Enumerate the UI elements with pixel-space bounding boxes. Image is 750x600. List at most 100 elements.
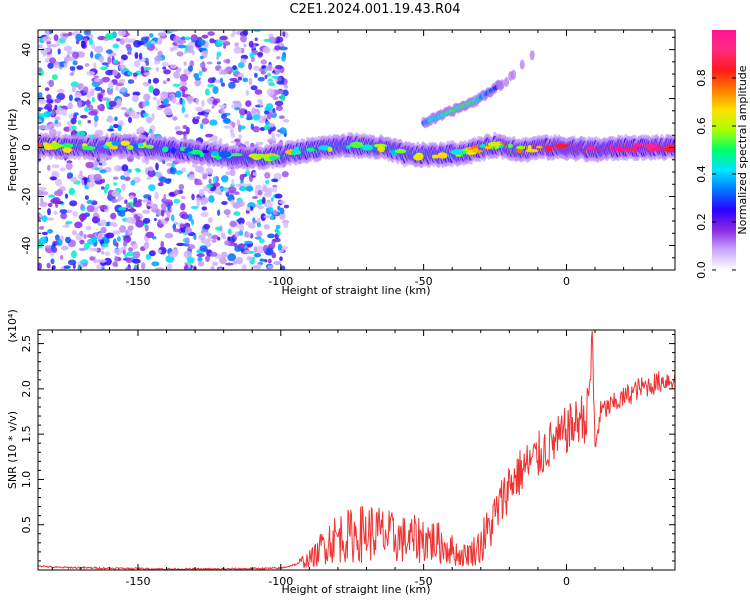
noise-speck: [147, 205, 151, 210]
noise-speck: [44, 57, 51, 63]
noise-speck: [154, 56, 163, 62]
noise-speck: [179, 223, 186, 229]
noise-speck: [256, 222, 261, 228]
noise-speck: [223, 43, 227, 49]
noise-speck: [49, 44, 58, 48]
noise-speck: [152, 88, 160, 96]
noise-speck: [169, 64, 177, 69]
noise-speck: [187, 260, 195, 264]
noise-speck: [40, 197, 44, 203]
noise-speck: [76, 83, 83, 89]
noise-speck: [51, 164, 60, 169]
noise-speck: [212, 261, 219, 266]
noise-speck: [132, 114, 140, 119]
y-tick-label: 0: [20, 144, 33, 151]
noise-speck: [240, 248, 245, 253]
noise-speck: [149, 33, 154, 38]
noise-speck: [219, 77, 223, 84]
noise-speck: [264, 259, 268, 263]
noise-speck: [71, 229, 77, 236]
noise-speck: [277, 205, 281, 211]
noise-speck: [163, 193, 167, 202]
signal-blob: [201, 149, 209, 154]
noise-speck: [76, 65, 84, 70]
noise-speck: [38, 262, 42, 270]
noise-speck: [128, 79, 132, 84]
noise-speck: [217, 236, 221, 241]
noise-speck: [277, 76, 282, 82]
noise-speck: [111, 198, 118, 203]
x-tick-label: 0: [563, 275, 570, 288]
noise-speck: [97, 105, 101, 111]
noise-speck: [212, 99, 218, 106]
signal-blob: [450, 149, 465, 155]
noise-speck: [38, 107, 43, 111]
noise-speck: [243, 231, 252, 238]
noise-speck: [93, 62, 97, 70]
noise-speck: [209, 38, 215, 44]
noise-speck: [93, 173, 102, 181]
noise-speck: [155, 162, 159, 171]
signal-blob: [63, 146, 72, 153]
noise-speck: [154, 191, 159, 200]
noise-speck: [142, 112, 149, 118]
signal-blob: [389, 150, 397, 154]
noise-speck: [178, 184, 185, 190]
noise-speck: [255, 245, 265, 254]
noise-speck: [121, 164, 129, 172]
noise-speck: [190, 206, 199, 209]
x-tick-label: -100: [268, 275, 293, 288]
noise-speck: [85, 225, 92, 231]
noise-speck: [250, 56, 255, 62]
noise-speck: [248, 40, 254, 48]
noise-speck: [80, 114, 88, 119]
noise-speck: [63, 45, 73, 52]
noise-speck: [284, 84, 288, 89]
noise-speck: [56, 94, 62, 100]
signal-blob: [663, 145, 675, 153]
noise-speck: [55, 178, 63, 187]
noise-speck: [115, 85, 119, 92]
noise-speck: [271, 178, 278, 183]
noise-speck: [228, 81, 236, 89]
noise-speck: [161, 62, 170, 67]
noise-speck: [200, 201, 206, 206]
noise-speck: [245, 100, 252, 107]
snr-multiplier: (x10⁴): [6, 309, 19, 343]
noise-speck: [93, 78, 101, 83]
noise-speck: [112, 69, 118, 76]
noise-speck: [216, 61, 221, 65]
noise-speck: [245, 117, 253, 121]
signal-blob: [137, 142, 144, 147]
noise-speck: [194, 78, 202, 87]
noise-speck: [112, 43, 120, 49]
noise-speck: [57, 238, 63, 247]
noise-speck: [94, 129, 104, 137]
noise-speck: [259, 127, 266, 131]
signal-blob: [651, 146, 660, 152]
noise-speck: [213, 182, 221, 187]
noise-speck: [151, 261, 160, 267]
noise-speck: [47, 44, 51, 53]
noise-speck: [68, 125, 73, 132]
spectrogram-xlabel: Height of straight line (km): [281, 284, 430, 297]
noise-speck: [221, 175, 229, 183]
noise-speck: [59, 255, 64, 260]
noise-speck: [69, 66, 76, 71]
noise-speck: [169, 251, 178, 258]
noise-speck: [122, 248, 126, 255]
noise-speck: [155, 67, 160, 72]
noise-speck: [124, 199, 128, 204]
noise-speck: [270, 214, 275, 221]
noise-speck: [38, 92, 43, 97]
signal-blob: [484, 145, 493, 150]
signal-blob: [525, 148, 539, 153]
noise-speck: [60, 245, 69, 251]
noise-speck: [218, 267, 222, 270]
noise-speck: [185, 126, 190, 135]
noise-speck: [197, 39, 206, 46]
harmonic-halo: [499, 79, 505, 90]
noise-speck: [198, 70, 203, 76]
noise-speck: [210, 265, 215, 270]
signal-blob: [318, 145, 331, 151]
